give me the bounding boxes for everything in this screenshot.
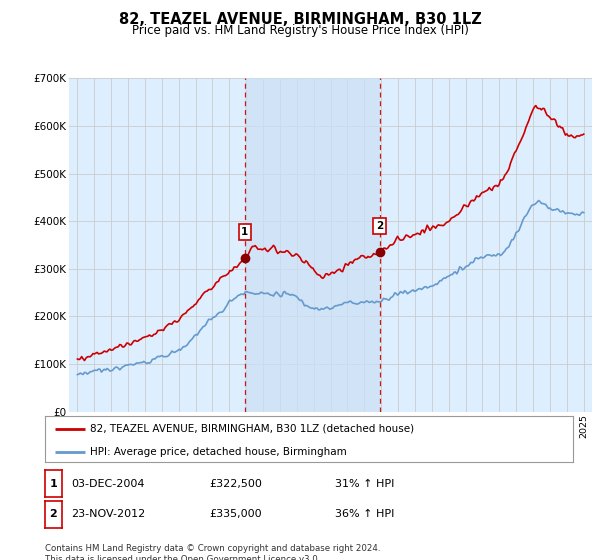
Text: 2: 2 xyxy=(50,509,57,519)
Text: Contains HM Land Registry data © Crown copyright and database right 2024.
This d: Contains HM Land Registry data © Crown c… xyxy=(45,544,380,560)
Text: 2: 2 xyxy=(376,221,383,231)
Text: 1: 1 xyxy=(50,479,57,489)
Text: Price paid vs. HM Land Registry's House Price Index (HPI): Price paid vs. HM Land Registry's House … xyxy=(131,24,469,36)
Text: £322,500: £322,500 xyxy=(209,479,262,489)
Text: 03-DEC-2004: 03-DEC-2004 xyxy=(71,479,145,489)
Text: 31% ↑ HPI: 31% ↑ HPI xyxy=(335,479,394,489)
Text: £335,000: £335,000 xyxy=(209,509,262,519)
Text: 36% ↑ HPI: 36% ↑ HPI xyxy=(335,509,394,519)
Text: 23-NOV-2012: 23-NOV-2012 xyxy=(71,509,145,519)
Text: 1: 1 xyxy=(241,227,248,237)
Text: HPI: Average price, detached house, Birmingham: HPI: Average price, detached house, Birm… xyxy=(90,447,347,457)
Bar xyxy=(245,78,380,412)
Text: 82, TEAZEL AVENUE, BIRMINGHAM, B30 1LZ: 82, TEAZEL AVENUE, BIRMINGHAM, B30 1LZ xyxy=(119,12,481,27)
Text: 82, TEAZEL AVENUE, BIRMINGHAM, B30 1LZ (detached house): 82, TEAZEL AVENUE, BIRMINGHAM, B30 1LZ (… xyxy=(90,423,414,433)
